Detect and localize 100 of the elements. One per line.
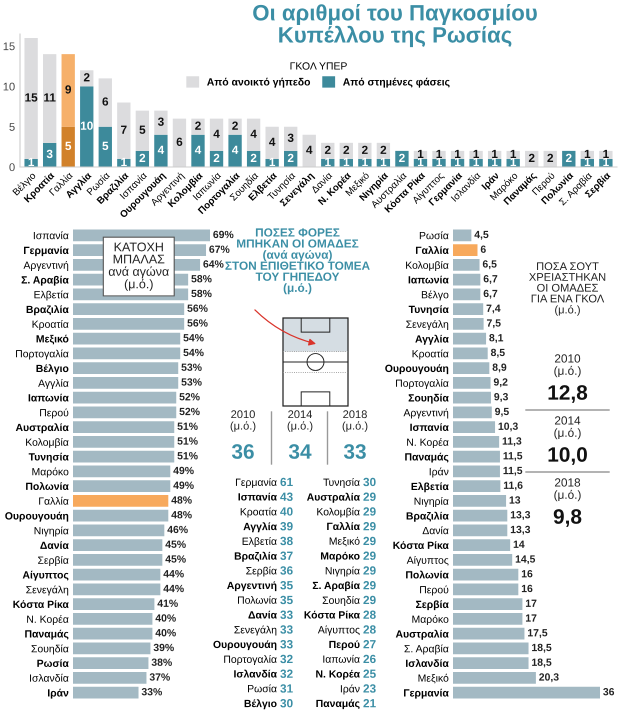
- legend-label: Από ανοικτό γήπεδο: [207, 78, 310, 88]
- y-tick-label: Μεξικό: [418, 674, 448, 684]
- category-label: Αγγλία: [243, 522, 277, 532]
- y-tick-label: Σερβία: [38, 556, 69, 566]
- bar: [73, 480, 170, 492]
- data-label: 53%: [181, 378, 202, 386]
- y-tick-label: Σενεγάλη: [26, 585, 68, 596]
- data-label: 29: [363, 581, 376, 590]
- data-label: 1: [584, 150, 590, 158]
- bar: [453, 450, 500, 463]
- data-label: 11,5: [504, 466, 522, 476]
- bar: [73, 450, 174, 463]
- data-label: 4: [232, 146, 238, 154]
- data-label: 29: [363, 552, 376, 560]
- data-label: 1: [584, 158, 590, 166]
- y-tick-label: Σερβία: [416, 600, 449, 610]
- y-tick-label: Ν. Κορέα: [407, 438, 449, 448]
- y-tick-label: Πολωνία: [406, 570, 449, 578]
- y-tick-label: Κόστα Ρίκα: [393, 541, 449, 550]
- category-label: Αυστραλία: [306, 492, 360, 503]
- data-label: 5: [139, 126, 146, 134]
- y-tick-label: Πορτογαλία: [16, 349, 69, 360]
- category-label: Κροατία: [240, 507, 277, 518]
- data-label: 33: [280, 640, 293, 648]
- data-label: 1: [492, 150, 498, 158]
- data-label: 46%: [167, 526, 188, 534]
- data-label: 36: [603, 688, 614, 696]
- bar: [453, 672, 536, 684]
- data-label: 18,5: [532, 644, 552, 653]
- data-label: 4: [158, 146, 164, 154]
- data-label: 44%: [163, 570, 184, 578]
- y-tick-label: 5: [9, 123, 15, 131]
- data-label: 56%: [187, 304, 208, 312]
- y-tick-label: 10: [4, 82, 15, 91]
- y-tick-label: Ισπανία: [34, 231, 69, 240]
- category-label: Γαλλία: [327, 522, 360, 530]
- data-label: 51%: [177, 422, 198, 430]
- data-label: 6,7: [484, 290, 498, 299]
- data-label: 1: [270, 158, 276, 166]
- y-tick-label: Ιράν: [48, 688, 68, 699]
- y-tick-label: Παναμάς: [405, 452, 448, 463]
- y-tick-label: Βραζιλία: [26, 305, 69, 316]
- data-label: 26: [363, 654, 376, 664]
- category-label: Δανία: [248, 610, 277, 619]
- y-tick-label: Αργεντινή: [403, 408, 448, 418]
- data-label: 2: [380, 146, 386, 154]
- bar: [73, 628, 152, 640]
- data-label: 40%: [155, 614, 176, 622]
- data-label: 41%: [157, 600, 178, 607]
- bar: [73, 672, 146, 684]
- bar: [453, 392, 491, 404]
- data-label: 2: [343, 146, 350, 154]
- category-label: Νιγηρία: [326, 566, 360, 577]
- data-label: 1: [455, 158, 461, 166]
- y-tick-label: Σ. Αραβία: [22, 276, 69, 286]
- y-tick-label: Βέλγιο: [36, 364, 68, 374]
- data-label: 2: [139, 154, 146, 162]
- data-label: 2: [232, 122, 238, 130]
- bar: [62, 54, 75, 127]
- bar: [453, 539, 510, 552]
- y-tick-label: Αυστραλία: [396, 630, 449, 640]
- y-tick-label: Σουηδία: [32, 644, 69, 654]
- y-tick-label: Μαρόκο: [32, 467, 68, 478]
- data-label: 4: [213, 130, 220, 138]
- bar: [453, 598, 522, 610]
- y-tick-label: Κολομβία: [26, 438, 69, 448]
- data-label: 23: [363, 684, 376, 693]
- data-label: 54%: [183, 334, 204, 342]
- y-tick-label: Ελβετία: [412, 482, 449, 492]
- category-label: Σερβία: [246, 566, 277, 577]
- data-label: 45%: [165, 555, 186, 563]
- y-tick-label: Πορτογαλία: [396, 378, 449, 389]
- y-tick-label: Μεξικό: [36, 334, 68, 344]
- y-tick-label: Ν. Κορέα: [27, 614, 69, 625]
- bar: [73, 347, 180, 360]
- data-label: 7,5: [486, 319, 501, 328]
- category-label: Ιράν: [340, 684, 360, 695]
- y-tick-label: Αγγλία: [415, 334, 449, 345]
- bar: [98, 78, 112, 127]
- category-label: Κολομβία: [317, 507, 360, 518]
- data-label: 4: [306, 146, 312, 154]
- data-label: 40%: [155, 629, 176, 636]
- data-label: 7: [121, 126, 127, 134]
- y-tick-label: Αίγυπτος: [406, 556, 449, 566]
- data-label: 38: [280, 536, 293, 546]
- y-tick-label: Γαλλία: [39, 496, 69, 505]
- data-label: 29: [363, 507, 376, 516]
- bar: [453, 362, 490, 374]
- data-label: 33: [344, 444, 366, 459]
- data-label: 1: [510, 158, 516, 166]
- y-tick-label: 15: [4, 42, 15, 50]
- data-label: 18,5: [532, 658, 552, 668]
- y-tick-label: Ιαπωνία: [408, 276, 449, 284]
- data-label: 21: [363, 699, 376, 708]
- data-label: 9,3: [494, 393, 508, 402]
- data-label: 44%: [163, 584, 184, 592]
- bar: [73, 392, 176, 404]
- bar: [453, 318, 484, 330]
- category-label: Ιαπωνία: [323, 654, 360, 663]
- bar: [117, 102, 130, 159]
